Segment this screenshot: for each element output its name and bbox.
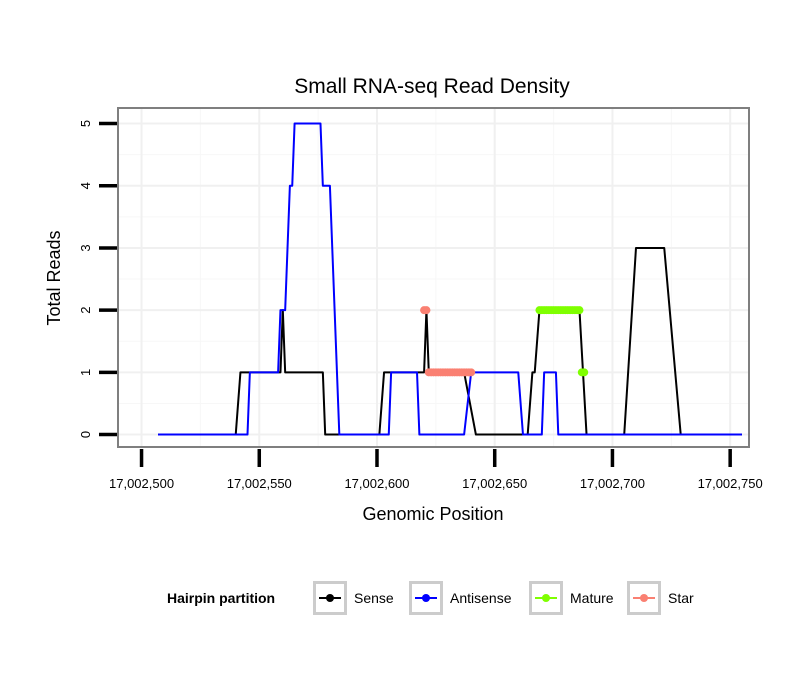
legend-item-sense: Sense	[313, 581, 394, 615]
x-tick-label: 17,002,600	[344, 476, 409, 491]
y-axis: 0 1 2 3 4 5	[78, 120, 117, 438]
series-layer	[158, 122, 742, 436]
y-tick-label: 5	[78, 120, 93, 127]
series-line-antisense	[158, 122, 742, 436]
legend-item-antisense: Antisense	[409, 581, 512, 615]
x-tick-label: 17,002,650	[462, 476, 527, 491]
y-tick-label: 3	[78, 244, 93, 251]
legend-item-star: Star	[627, 581, 694, 615]
chart-title: Small RNA-seq Read Density	[294, 75, 570, 98]
x-tick-label: 17,002,750	[698, 476, 763, 491]
legend-item-mature: Mature	[529, 581, 614, 615]
legend-label-antisense: Antisense	[450, 590, 512, 606]
legend-key-point	[326, 594, 334, 602]
y-tick-label: 2	[78, 307, 93, 314]
y-tick-label: 4	[78, 182, 93, 189]
point-mature	[575, 306, 584, 315]
x-axis-title: Genomic Position	[362, 504, 503, 524]
x-tick-label: 17,002,500	[109, 476, 174, 491]
legend-label-star: Star	[668, 590, 694, 606]
plot-panel-border	[117, 107, 750, 448]
point-mature	[580, 368, 589, 377]
legend: Hairpin partition Sense Antisense Mature St…	[167, 581, 694, 615]
legend-label-mature: Mature	[570, 590, 614, 606]
x-tick-label: 17,002,550	[227, 476, 292, 491]
point-star	[467, 368, 476, 377]
grid-lines	[118, 108, 749, 447]
point-star	[422, 306, 431, 315]
y-axis-title: Total Reads	[44, 230, 64, 325]
y-tick-label: 0	[78, 431, 93, 438]
x-tick-label: 17,002,700	[580, 476, 645, 491]
legend-title: Hairpin partition	[167, 590, 275, 606]
legend-key-point	[640, 594, 648, 602]
legend-key-point	[542, 594, 550, 602]
x-axis: 17,002,500 17,002,550 17,002,600 17,002,650…	[109, 449, 763, 491]
legend-key-point	[422, 594, 430, 602]
y-tick-label: 1	[78, 369, 93, 376]
legend-label-sense: Sense	[354, 590, 394, 606]
